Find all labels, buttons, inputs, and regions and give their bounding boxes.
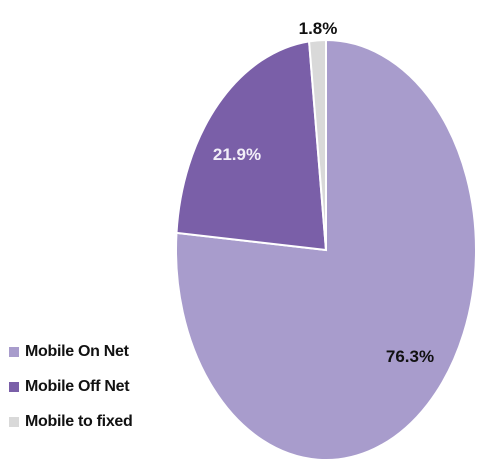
legend-label-mobile-on-net: Mobile On Net bbox=[25, 343, 129, 360]
legend-item-mobile-on-net: Mobile On Net bbox=[9, 341, 133, 363]
pie-slice-mobile-off-net bbox=[175, 40, 328, 252]
legend-swatch-mobile-on-net bbox=[9, 347, 19, 357]
legend: Mobile On Net Mobile Off Net Mobile to f… bbox=[9, 341, 133, 446]
slice-label-mobile-off-net: 21.9% bbox=[213, 145, 261, 164]
legend-item-mobile-off-net: Mobile Off Net bbox=[9, 376, 133, 398]
legend-label-mobile-off-net: Mobile Off Net bbox=[25, 378, 130, 395]
slice-label-mobile-on-net: 76.3% bbox=[386, 347, 434, 366]
pie-slices bbox=[175, 38, 477, 461]
legend-item-mobile-to-fixed: Mobile to fixed bbox=[9, 411, 133, 433]
legend-swatch-mobile-to-fixed bbox=[9, 417, 19, 427]
legend-label-mobile-to-fixed: Mobile to fixed bbox=[25, 413, 133, 430]
pie-slice-labels: 76.3% 21.9% 1.8% bbox=[213, 19, 434, 366]
legend-swatch-mobile-off-net bbox=[9, 382, 19, 392]
pie-slice-mobile-to-fixed bbox=[307, 38, 327, 251]
slice-label-mobile-to-fixed: 1.8% bbox=[299, 19, 338, 38]
